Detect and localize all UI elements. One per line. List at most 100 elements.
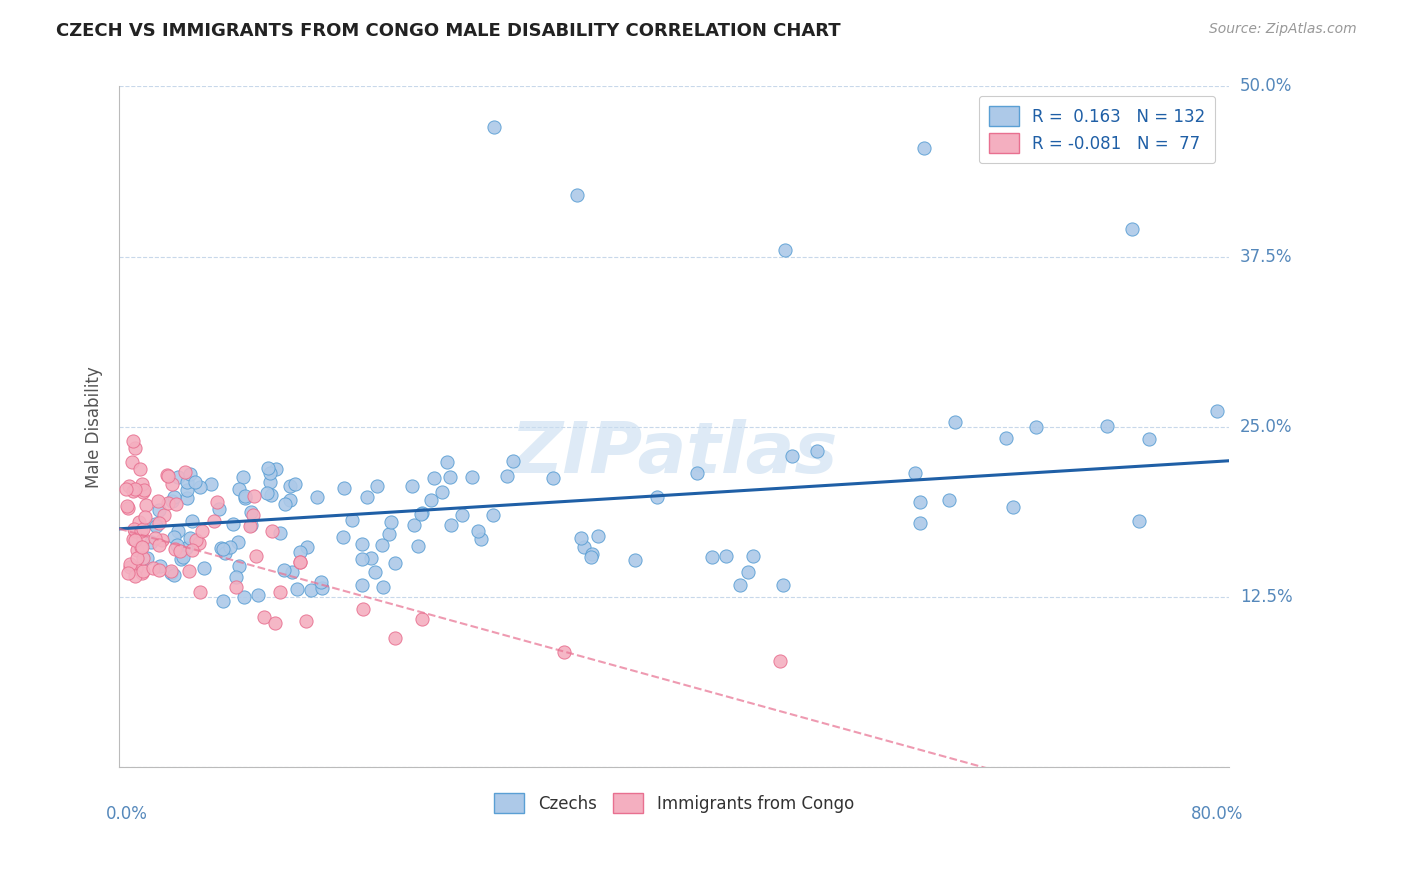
- Point: [124, 524, 146, 539]
- Point: [260, 488, 283, 502]
- Point: [364, 565, 387, 579]
- Point: [290, 555, 312, 569]
- Point: [280, 478, 302, 492]
- Point: [149, 558, 172, 573]
- Text: 12.5%: 12.5%: [1240, 588, 1292, 606]
- Text: 50.0%: 50.0%: [1240, 78, 1292, 95]
- Point: [131, 566, 153, 580]
- Point: [311, 581, 333, 595]
- Point: [222, 516, 245, 531]
- Point: [908, 516, 931, 530]
- Point: [187, 536, 209, 550]
- Point: [208, 502, 231, 516]
- Point: [152, 508, 174, 523]
- Text: 37.5%: 37.5%: [1240, 248, 1292, 266]
- Point: [384, 631, 406, 645]
- Point: [482, 508, 505, 522]
- Point: [502, 454, 524, 468]
- Point: [352, 537, 374, 551]
- Point: [219, 541, 242, 555]
- Point: [586, 529, 609, 543]
- Point: [190, 480, 212, 494]
- Point: [228, 483, 250, 497]
- Point: [1128, 515, 1150, 529]
- Point: [912, 141, 935, 155]
- Point: [160, 565, 183, 579]
- Point: [581, 547, 603, 561]
- Point: [124, 482, 146, 496]
- Point: [148, 503, 170, 517]
- Point: [353, 601, 375, 615]
- Point: [305, 490, 328, 504]
- Point: [143, 516, 166, 531]
- Point: [264, 616, 287, 631]
- Point: [371, 538, 394, 552]
- Point: [148, 538, 170, 552]
- Point: [148, 516, 170, 531]
- Point: [211, 593, 233, 607]
- Point: [141, 535, 163, 549]
- Point: [243, 489, 266, 503]
- Point: [122, 532, 145, 546]
- Point: [132, 532, 155, 546]
- Point: [299, 582, 322, 597]
- Point: [170, 552, 193, 566]
- Point: [129, 540, 152, 554]
- Point: [245, 549, 267, 564]
- Point: [356, 490, 378, 504]
- Point: [910, 494, 932, 508]
- Point: [179, 467, 201, 481]
- Point: [290, 555, 312, 569]
- Point: [148, 563, 170, 577]
- Point: [264, 462, 287, 476]
- Point: [904, 466, 927, 480]
- Point: [482, 120, 505, 135]
- Point: [165, 497, 187, 511]
- Point: [332, 530, 354, 544]
- Point: [135, 498, 157, 512]
- Point: [209, 541, 232, 555]
- Point: [190, 524, 212, 538]
- Point: [167, 524, 190, 539]
- Point: [122, 484, 145, 499]
- Point: [467, 524, 489, 538]
- Point: [728, 578, 751, 592]
- Point: [132, 564, 155, 578]
- Point: [242, 508, 264, 522]
- Point: [769, 654, 792, 668]
- Point: [169, 543, 191, 558]
- Text: 80.0%: 80.0%: [1191, 805, 1243, 823]
- Point: [124, 533, 146, 547]
- Point: [179, 531, 201, 545]
- Point: [121, 455, 143, 469]
- Point: [115, 482, 138, 496]
- Point: [461, 470, 484, 484]
- Point: [157, 496, 180, 510]
- Point: [118, 479, 141, 493]
- Point: [188, 584, 211, 599]
- Point: [212, 542, 235, 557]
- Point: [174, 541, 197, 555]
- Point: [360, 551, 382, 566]
- Point: [259, 466, 281, 480]
- Point: [772, 577, 794, 591]
- Point: [163, 567, 186, 582]
- Point: [120, 557, 142, 571]
- Point: [120, 560, 142, 574]
- Point: [553, 645, 575, 659]
- Point: [172, 550, 194, 565]
- Point: [565, 188, 588, 202]
- Point: [117, 566, 139, 581]
- Point: [132, 551, 155, 566]
- Point: [129, 462, 152, 476]
- Point: [246, 588, 269, 602]
- Point: [225, 580, 247, 594]
- Point: [384, 556, 406, 570]
- Point: [160, 493, 183, 508]
- Point: [132, 484, 155, 499]
- Point: [440, 517, 463, 532]
- Point: [202, 514, 225, 528]
- Point: [273, 497, 295, 511]
- Point: [124, 441, 146, 455]
- Point: [163, 530, 186, 544]
